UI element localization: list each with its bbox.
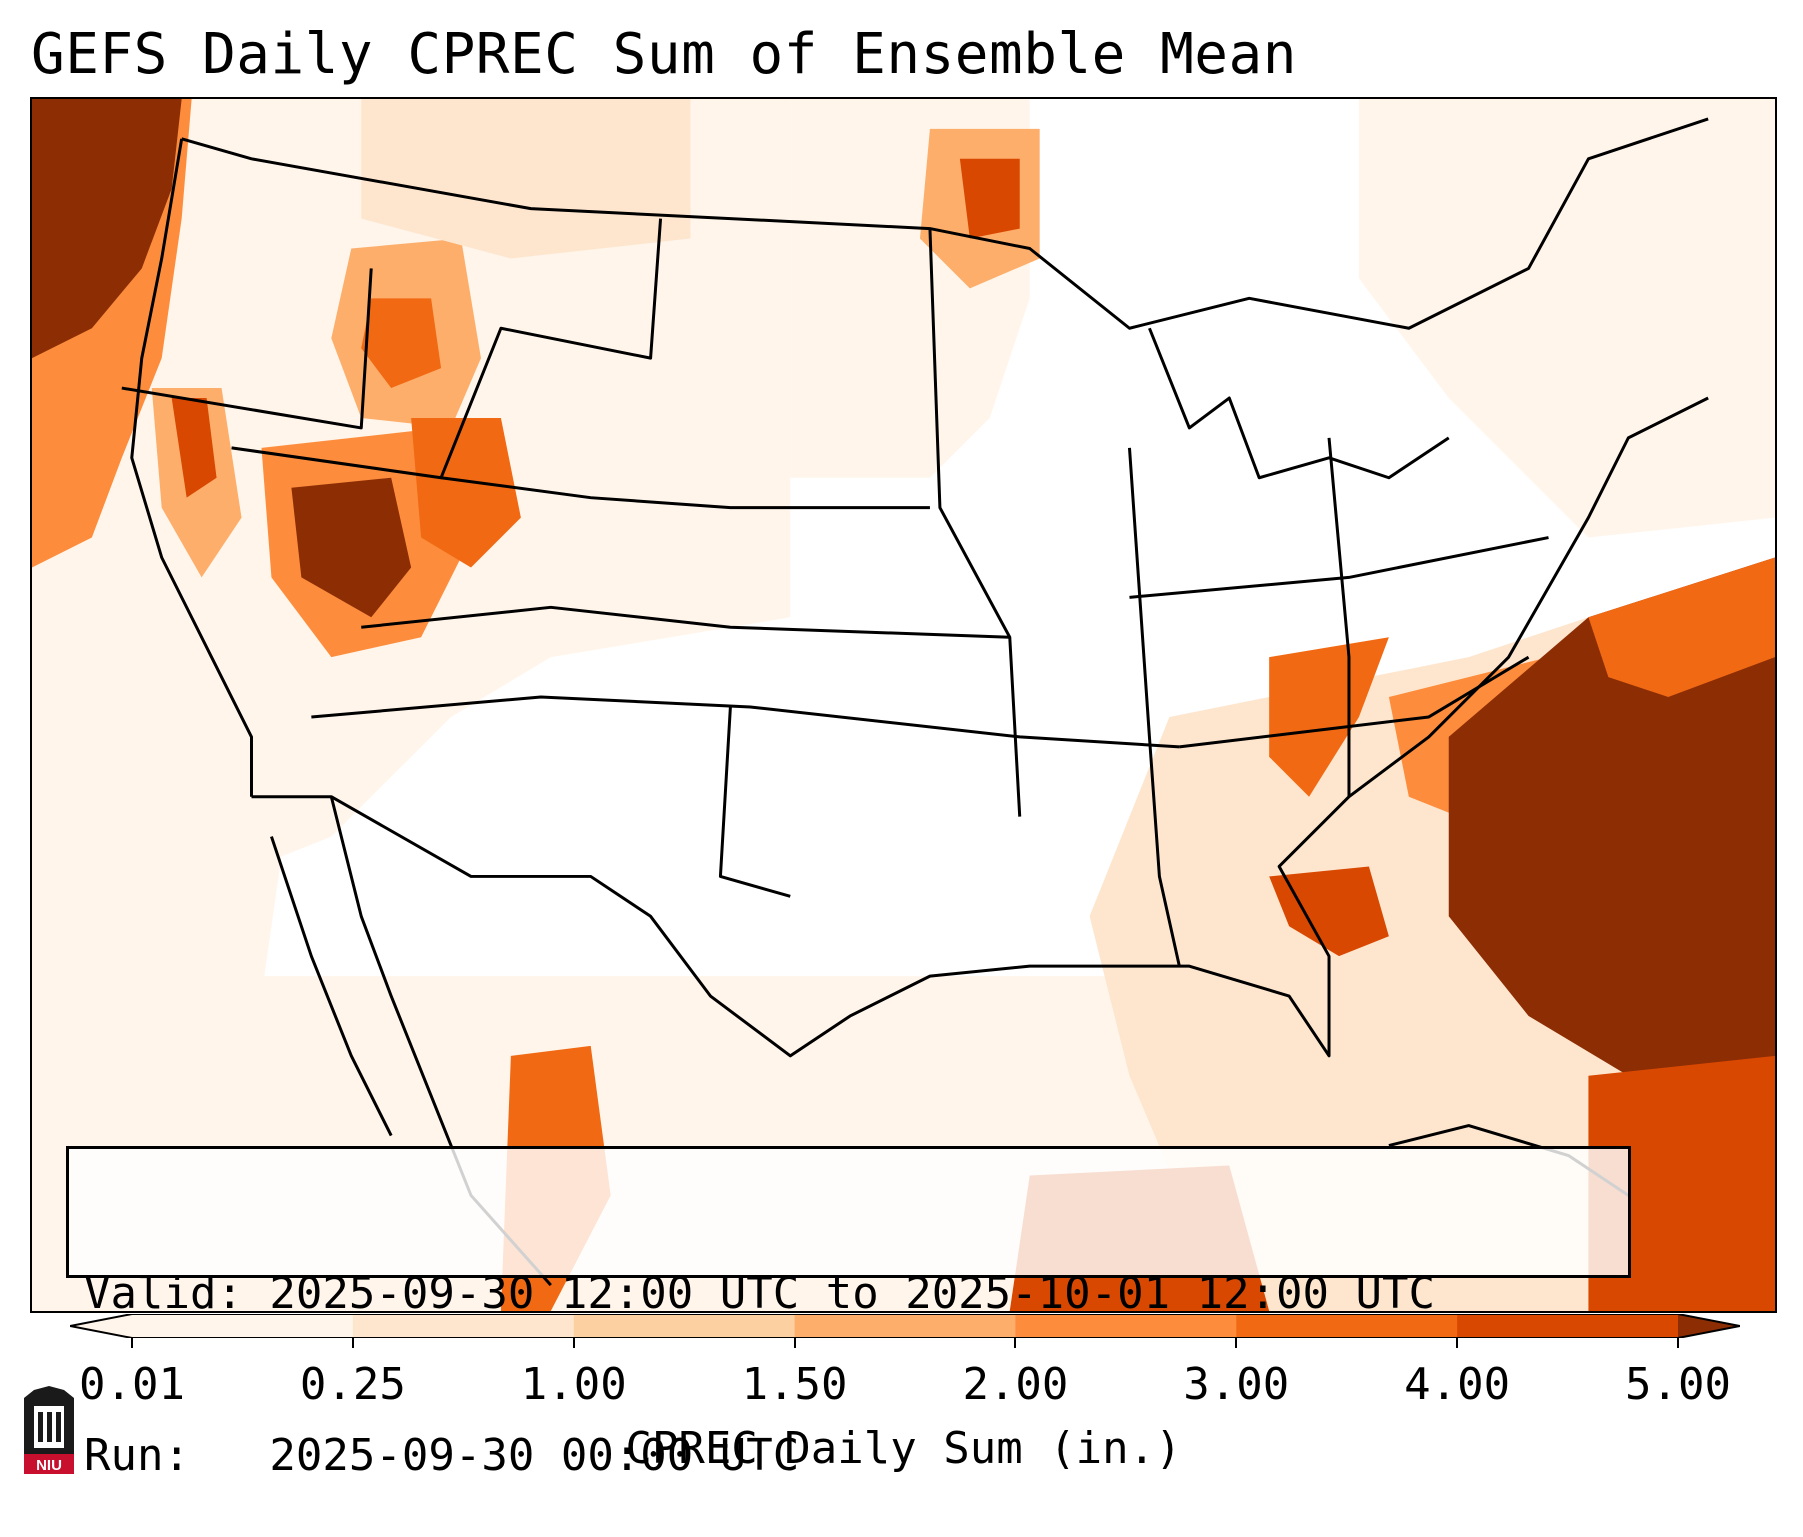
colorbar-tick-mark xyxy=(1677,1338,1679,1348)
map-title: GEFS Daily CPREC Sum of Ensemble Mean xyxy=(31,22,1297,87)
state-line-3 xyxy=(440,476,930,510)
us-west-coast xyxy=(130,138,253,797)
precip-area-idaho-core xyxy=(361,298,442,389)
colorbar-tick-mark xyxy=(793,1338,796,1348)
colorbar-segment xyxy=(1457,1314,1679,1338)
valid-run-box: Valid: 2025-09-30 12:00 UTC to 2025-10-0… xyxy=(66,1146,1631,1481)
colorbar-tick-mark xyxy=(351,1338,354,1348)
great-lakes xyxy=(1148,327,1450,480)
precip-area-florida xyxy=(1269,866,1389,957)
colorbar-segment xyxy=(794,1314,1016,1338)
precip-field xyxy=(32,99,1775,1311)
precip-area-atlantic xyxy=(1448,557,1775,1096)
state-line-6 xyxy=(718,706,791,898)
state-line-1 xyxy=(121,268,373,430)
niu-logo: NIU xyxy=(24,1386,74,1474)
map-panel xyxy=(30,97,1777,1313)
colorbar-segment xyxy=(352,1314,575,1338)
precip-area-minnesota-core xyxy=(959,158,1020,239)
state-line-2 xyxy=(231,218,663,480)
precip-map xyxy=(32,99,1775,1311)
colorbar-tick-mark xyxy=(1235,1338,1238,1348)
colorbar-tick-mark xyxy=(131,1338,133,1348)
state-line-9 xyxy=(1327,437,1351,797)
colorbar-segment xyxy=(573,1314,796,1338)
precip-area-northeast-light xyxy=(1358,99,1775,538)
state-line-11 xyxy=(1179,655,1530,749)
colorbar-tick-label: 5.00 xyxy=(1625,1359,1731,1410)
colorbar-segment xyxy=(132,1314,354,1338)
state-line-10 xyxy=(1129,536,1549,599)
state-line-5 xyxy=(311,695,1180,749)
colorbar-tick-label: 1.50 xyxy=(741,1359,848,1410)
us-border-north xyxy=(181,117,1709,330)
precip-area-utah xyxy=(411,417,521,568)
colorbar-segment xyxy=(1015,1314,1237,1338)
colorbar-tick-label: 4.00 xyxy=(1404,1359,1511,1410)
run-time-text: Run: 2025-09-30 00:00 UTC xyxy=(84,1430,800,1481)
precip-area-california-core xyxy=(171,398,217,498)
precip-area-caribbean xyxy=(1588,1055,1775,1311)
colorbar-segment xyxy=(1236,1314,1458,1338)
state-line-7 xyxy=(928,228,1022,817)
niu-logo-text: NIU xyxy=(36,1457,62,1474)
colorbar-tick-label: 3.00 xyxy=(1183,1359,1290,1410)
baja-california xyxy=(270,836,393,1137)
precip-area-pacific-nw-core xyxy=(32,99,182,359)
colorbar-ticks: 0.01 0.25 1.00 1.50 2.00 3.00 4.00 5.00 xyxy=(0,1338,1803,1410)
colorbar-tick-label: 0.01 xyxy=(79,1359,185,1410)
precip-area-appalachia xyxy=(1269,637,1389,797)
state-line-8 xyxy=(1127,447,1181,967)
colorbar-tick-mark xyxy=(572,1338,575,1348)
precip-area-montana xyxy=(361,99,691,259)
colorbar-extend-min xyxy=(70,1314,132,1338)
colorbar-tick-mark xyxy=(1456,1338,1459,1348)
colorbar-tick-label: 2.00 xyxy=(962,1359,1069,1410)
boundary-lines xyxy=(121,117,1709,1287)
colorbar-extend-max xyxy=(1678,1314,1740,1338)
colorbar-tick-mark xyxy=(1014,1338,1017,1348)
precip-area-atlantic-edge xyxy=(1588,557,1775,698)
state-line-4 xyxy=(361,605,1010,639)
precip-area-nevada-core xyxy=(291,477,412,618)
colorbar xyxy=(70,1314,1740,1338)
colorbar-tick-label: 1.00 xyxy=(520,1359,627,1410)
valid-time-text: Valid: 2025-09-30 12:00 UTC to 2025-10-0… xyxy=(84,1268,1436,1319)
colorbar-tick-label: 0.25 xyxy=(299,1359,406,1410)
colorbar-label: CPREC Daily Sum (in.) xyxy=(625,1423,1182,1474)
